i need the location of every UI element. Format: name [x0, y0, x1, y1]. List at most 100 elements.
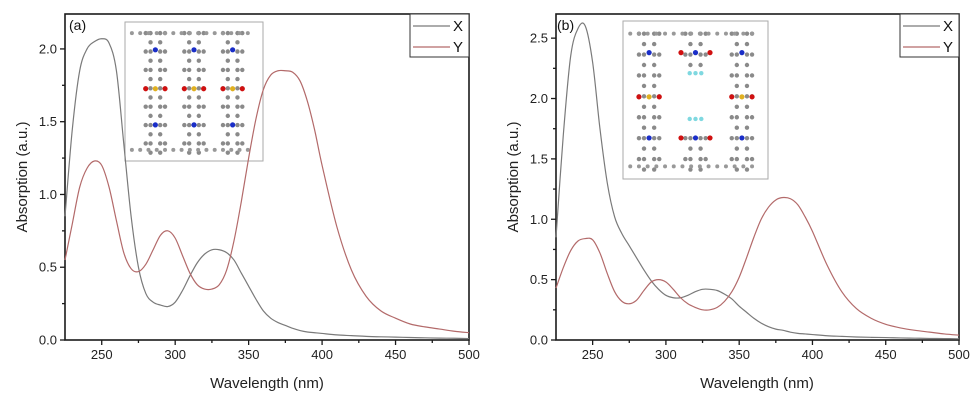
carbon-atom: [688, 146, 693, 151]
carbon-atom: [688, 156, 693, 162]
carbon-atom: [237, 31, 242, 36]
carbon-atom: [171, 31, 176, 36]
carbon-atom: [636, 31, 641, 36]
carbon-atom: [201, 141, 206, 146]
legend-label-y: Y: [453, 39, 463, 56]
nitrogen-atom: [692, 50, 699, 56]
carbon-atom: [641, 115, 647, 120]
carbon-atom: [245, 147, 250, 152]
carbon-atom: [220, 31, 225, 36]
carbon-atom: [138, 147, 143, 152]
carbon-atom: [641, 52, 647, 57]
carbon-atom: [683, 52, 688, 57]
carbon-atom: [235, 113, 240, 119]
oxygen-atom: [220, 86, 226, 92]
carbon-atom: [148, 132, 153, 137]
carbon-atom: [201, 49, 206, 54]
x-tick-label: 300: [655, 347, 677, 362]
carbon-atom: [196, 40, 202, 45]
carbon-atom: [196, 76, 202, 82]
carbon-atom: [182, 122, 187, 128]
carbon-atom: [143, 141, 148, 146]
carbon-atom: [157, 58, 163, 63]
carbon-atom: [734, 41, 740, 47]
carbon-atom: [146, 147, 151, 152]
series-line-x: [555, 22, 960, 340]
carbon-atom: [162, 141, 168, 146]
legend-box: [409, 13, 470, 58]
carbon-atom: [698, 167, 703, 172]
inset-molecule-a: [124, 21, 264, 162]
carbon-atom: [744, 135, 750, 141]
carbon-atom: [182, 67, 187, 73]
carbon-atom: [148, 141, 153, 146]
x-tick-label: 250: [582, 347, 604, 362]
carbon-atom: [235, 49, 240, 54]
carbon-atom: [641, 167, 647, 172]
carbon-atom: [186, 113, 192, 119]
carbon-atom: [146, 31, 151, 36]
carbon-atom: [641, 41, 647, 47]
carbon-atom: [651, 135, 657, 141]
y-axis-title: Absorption (a.u.): [14, 122, 31, 233]
carbon-atom: [688, 135, 693, 141]
x-tick-label: 300: [164, 347, 186, 362]
carbon-atom: [186, 49, 192, 54]
carbon-atom: [225, 104, 231, 109]
oxygen-atom: [181, 86, 187, 92]
carbon-atom: [129, 147, 134, 152]
axis-ticks: 250 300 350 400 450 500 0.0 0.5 1.0 1.5 2.0 2.5: [530, 31, 970, 362]
carbon-atom: [186, 95, 192, 100]
carbon-atom: [179, 147, 184, 152]
carbon-atom: [651, 94, 657, 99]
y-tick-label: 1.0: [39, 187, 57, 202]
carbon-atom: [186, 76, 192, 82]
carbon-atom: [148, 76, 153, 82]
legend: X Y: [899, 13, 960, 58]
carbon-atom: [636, 115, 642, 120]
carbon-atom: [698, 156, 703, 162]
y-tick-label: 0.5: [530, 272, 548, 287]
carbon-atom: [157, 95, 163, 100]
oxygen-atom: [656, 94, 662, 100]
x-tick-label: 350: [728, 347, 750, 362]
carbon-atom: [157, 67, 163, 73]
carbon-atom: [143, 67, 148, 73]
carbon-atom: [157, 113, 163, 119]
carbon-atom: [657, 135, 662, 141]
carbon-atom: [734, 104, 740, 110]
carbon-atom: [744, 31, 750, 36]
carbon-atom: [651, 146, 657, 151]
panel-label: (a): [69, 17, 86, 33]
y-tick-label: 2.0: [39, 41, 57, 56]
carbon-atom: [636, 164, 641, 169]
carbon-atom: [698, 135, 703, 141]
oxygen-atom: [678, 135, 684, 141]
y-tick-label: 1.5: [39, 114, 57, 129]
y-tick-label: 0.0: [39, 333, 57, 348]
nitrogen-atom: [692, 135, 699, 141]
carbon-atom: [148, 113, 153, 119]
carbon-atom: [749, 156, 755, 162]
carbon-atom: [744, 115, 750, 120]
carbon-atom: [220, 67, 226, 73]
carbon-atom: [235, 86, 240, 91]
carbon-atom: [225, 122, 231, 128]
carbon-atom: [148, 122, 153, 128]
inset-frame: [124, 21, 264, 162]
carbon-atom: [729, 31, 734, 36]
carbon-atom: [187, 147, 192, 152]
legend-label-x: X: [943, 18, 953, 35]
carbon-atom: [201, 122, 206, 128]
carbon-atom: [651, 73, 657, 78]
carbon-atom: [734, 94, 740, 99]
carbon-atom: [680, 164, 685, 169]
carbon-atom: [703, 135, 708, 141]
carbon-atom: [220, 122, 226, 128]
carbon-atom: [683, 135, 688, 141]
carbon-atom: [225, 49, 231, 54]
carbon-atom: [698, 62, 703, 68]
carbon-atom: [237, 147, 242, 152]
carbon-atom: [698, 52, 703, 57]
